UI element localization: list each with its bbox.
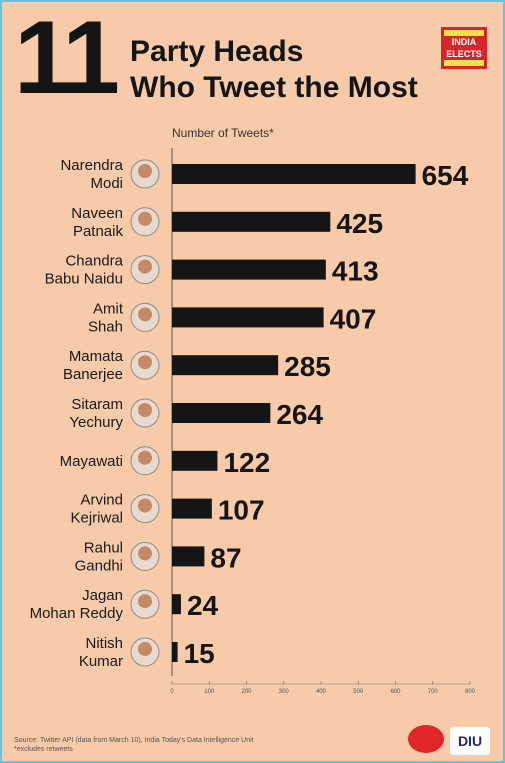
- category-label: Yechury: [69, 414, 123, 431]
- india-elects-logo: INDIA ELECTS: [441, 27, 487, 69]
- category-label: Kumar: [79, 653, 123, 670]
- avatar-face: [138, 307, 152, 322]
- category-label: Babu Naidu: [45, 271, 123, 288]
- data-label: 285: [284, 351, 331, 382]
- bar: [172, 450, 218, 471]
- category-label: Naveen: [71, 205, 123, 222]
- data-label: 654: [422, 160, 469, 191]
- logo-text-1: INDIA: [444, 36, 484, 48]
- category-label: Modi: [90, 175, 123, 192]
- category-label: Amit: [93, 300, 124, 317]
- x-tick-label: 600: [390, 689, 401, 695]
- bar: [172, 498, 212, 519]
- avatar-face: [138, 259, 152, 274]
- avatar-face: [138, 594, 152, 609]
- axis-title: Number of Tweets*: [172, 126, 274, 140]
- category-label: Narendra: [60, 157, 123, 174]
- avatar-face: [138, 211, 152, 226]
- avatar-face: [138, 164, 152, 178]
- x-tick-label: 200: [241, 689, 252, 695]
- category-label: Banerjee: [63, 366, 123, 383]
- avatar-face: [138, 546, 152, 561]
- bar: [172, 642, 178, 662]
- category-label: Jagan: [82, 587, 123, 604]
- data-label: 107: [218, 495, 265, 526]
- data-label: 407: [330, 303, 377, 334]
- source-text: Source: Twitter API (data from March 10)…: [14, 737, 254, 744]
- x-tick-label: 800: [465, 689, 476, 695]
- data-label: 425: [336, 208, 383, 239]
- data-label: 15: [184, 638, 215, 669]
- category-label: Arvind: [80, 492, 123, 509]
- category-label: Gandhi: [75, 557, 123, 574]
- category-label: Kejriwal: [70, 510, 123, 527]
- bar: [172, 546, 205, 567]
- bar: [172, 259, 326, 280]
- category-label: Mamata: [69, 348, 124, 365]
- title-line-2: Who Tweet the Most: [130, 71, 418, 104]
- big-number: 11: [14, 0, 120, 116]
- footnote-text: *excludes retweets: [14, 746, 73, 753]
- x-tick-label: 500: [353, 689, 364, 695]
- x-tick-label: 300: [279, 689, 290, 695]
- category-label: Mayawati: [60, 453, 123, 470]
- bar: [172, 594, 181, 615]
- chart-title: Party Heads Who Tweet the Most: [130, 34, 418, 106]
- data-label: 264: [276, 399, 323, 430]
- avatar-face: [138, 403, 152, 417]
- aaj-tak-logo: [408, 725, 444, 753]
- avatar-face: [138, 450, 152, 465]
- category-label: Shah: [88, 318, 123, 335]
- bar: [172, 307, 324, 328]
- category-label: Patnaik: [73, 223, 124, 240]
- x-tick-label: 700: [428, 689, 439, 695]
- bar: [172, 355, 279, 376]
- logo-text-2: ELECTS: [444, 48, 484, 60]
- x-tick-label: 100: [204, 689, 215, 695]
- data-label: 413: [332, 256, 379, 287]
- bar: [172, 403, 271, 423]
- category-label: Mohan Reddy: [30, 605, 124, 622]
- avatar-face: [138, 355, 152, 370]
- category-label: Chandra: [65, 253, 123, 270]
- title-line-1: Party Heads: [130, 35, 304, 68]
- data-label: 122: [223, 447, 270, 478]
- source-note: Source: Twitter API (data from March 10)…: [14, 736, 254, 754]
- x-tick-label: 400: [316, 689, 327, 695]
- bar: [172, 211, 331, 232]
- category-label: Sitaram: [71, 396, 123, 413]
- x-tick-label: 0: [170, 689, 174, 695]
- data-label: 87: [210, 542, 241, 573]
- category-label: Nitish: [85, 635, 123, 652]
- data-label: 24: [187, 590, 219, 621]
- avatar-face: [138, 498, 152, 513]
- category-label: Rahul: [84, 539, 123, 556]
- diu-logo: DIU: [450, 727, 490, 755]
- bar: [172, 164, 416, 184]
- avatar-face: [138, 642, 152, 656]
